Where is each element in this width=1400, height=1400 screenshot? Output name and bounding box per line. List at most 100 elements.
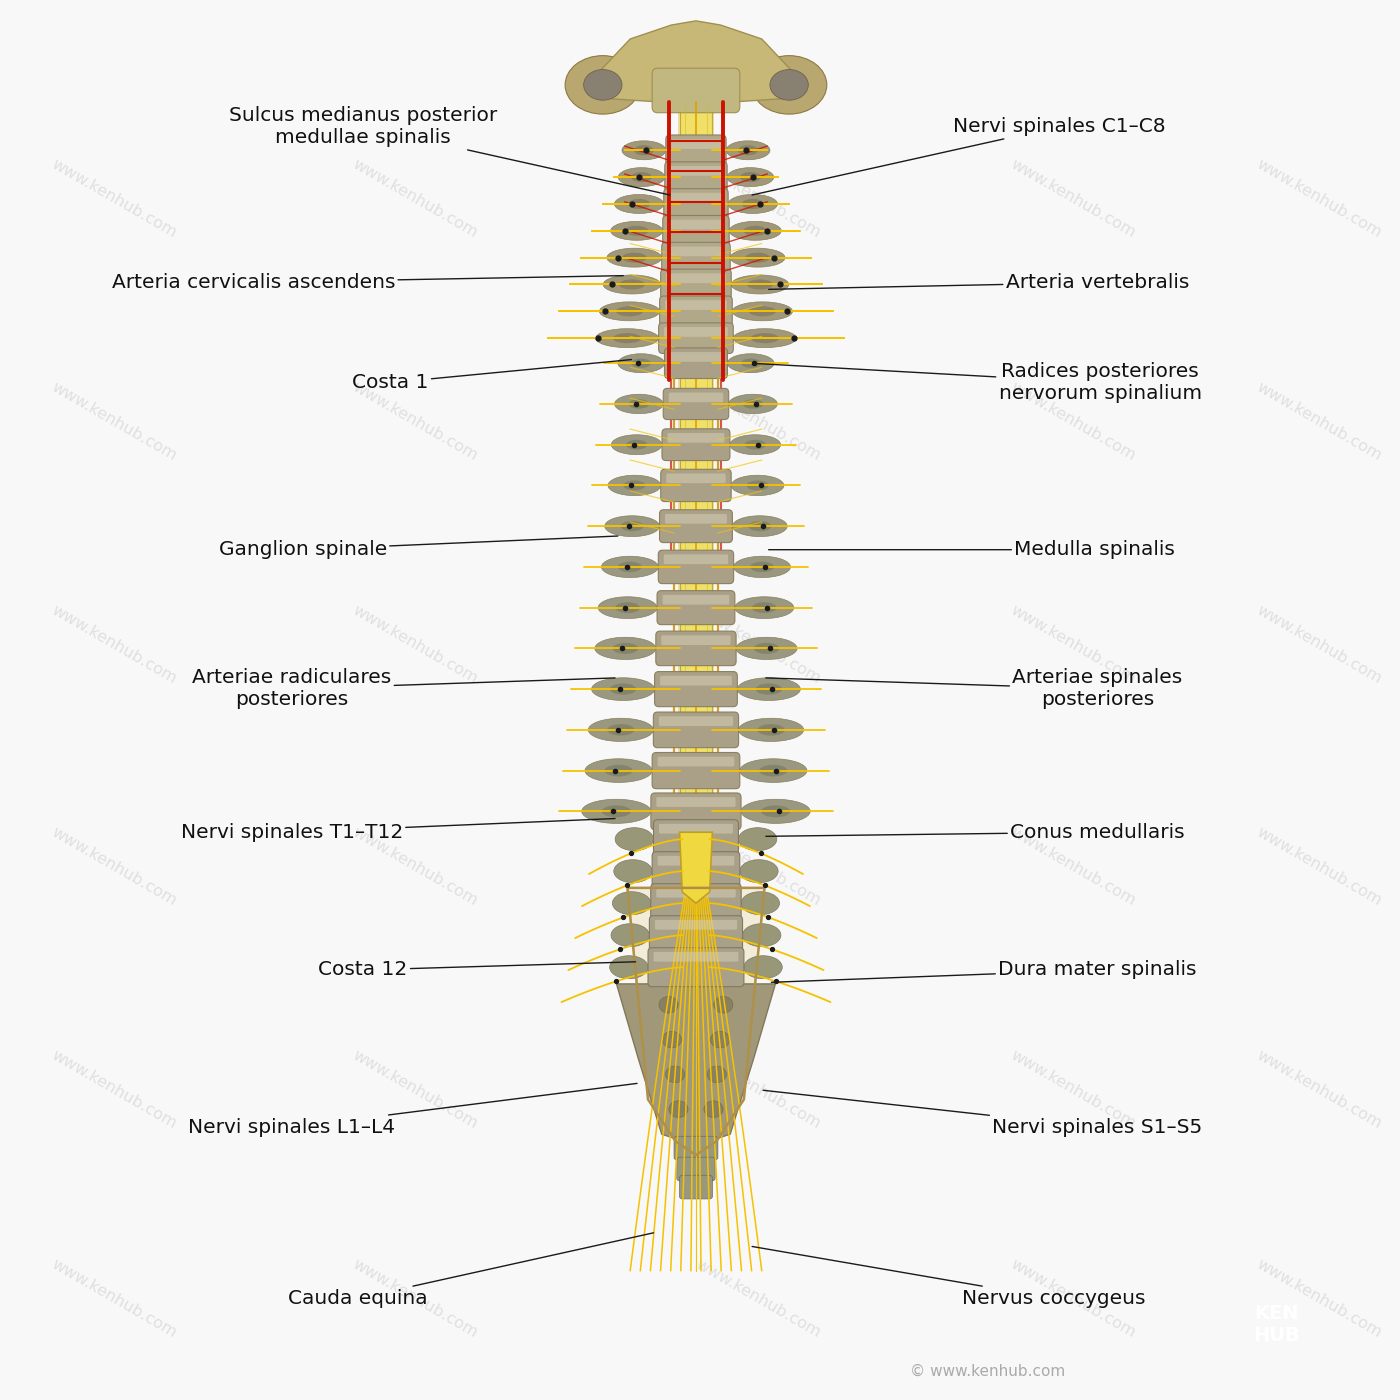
FancyBboxPatch shape — [671, 139, 721, 148]
Text: Arteriae spinales
posteriores: Arteriae spinales posteriores — [766, 668, 1183, 710]
Ellipse shape — [669, 1100, 687, 1117]
Text: www.kenhub.com: www.kenhub.com — [1254, 1047, 1385, 1131]
Text: www.kenhub.com: www.kenhub.com — [693, 1047, 823, 1131]
Ellipse shape — [739, 759, 806, 783]
Text: www.kenhub.com: www.kenhub.com — [1254, 157, 1385, 241]
Ellipse shape — [592, 678, 655, 700]
Ellipse shape — [762, 805, 790, 818]
Text: www.kenhub.com: www.kenhub.com — [693, 379, 823, 463]
Polygon shape — [627, 888, 764, 1155]
Ellipse shape — [745, 252, 770, 263]
FancyBboxPatch shape — [668, 433, 724, 442]
FancyBboxPatch shape — [654, 713, 739, 748]
Text: Sulcus medianus posterior
medullae spinalis: Sulcus medianus posterior medullae spina… — [230, 106, 671, 195]
FancyBboxPatch shape — [669, 392, 724, 402]
Text: Nervi spinales C1–C8: Nervi spinales C1–C8 — [752, 118, 1165, 195]
Text: www.kenhub.com: www.kenhub.com — [693, 157, 823, 241]
Text: www.kenhub.com: www.kenhub.com — [1254, 379, 1385, 463]
Ellipse shape — [615, 395, 664, 413]
FancyBboxPatch shape — [665, 162, 727, 192]
Ellipse shape — [610, 683, 637, 694]
Ellipse shape — [615, 602, 640, 613]
Ellipse shape — [753, 643, 780, 654]
Ellipse shape — [588, 718, 654, 742]
Text: www.kenhub.com: www.kenhub.com — [49, 379, 179, 463]
Ellipse shape — [599, 302, 659, 321]
Ellipse shape — [634, 146, 654, 155]
Ellipse shape — [745, 440, 766, 449]
Text: Nervi spinales L1–L4: Nervi spinales L1–L4 — [188, 1084, 637, 1137]
Ellipse shape — [741, 892, 780, 914]
Text: Medulla spinalis: Medulla spinalis — [769, 540, 1175, 559]
Ellipse shape — [619, 280, 645, 290]
Ellipse shape — [595, 329, 658, 347]
Text: Costa 1: Costa 1 — [353, 360, 631, 392]
FancyBboxPatch shape — [650, 916, 742, 955]
Ellipse shape — [741, 358, 760, 368]
Ellipse shape — [610, 221, 662, 241]
FancyBboxPatch shape — [662, 428, 729, 461]
FancyBboxPatch shape — [654, 819, 738, 858]
Ellipse shape — [612, 435, 662, 455]
FancyBboxPatch shape — [648, 948, 743, 987]
FancyBboxPatch shape — [666, 473, 725, 483]
FancyBboxPatch shape — [657, 888, 735, 897]
Text: Arteria vertebralis: Arteria vertebralis — [769, 273, 1189, 293]
Ellipse shape — [734, 329, 797, 347]
Text: www.kenhub.com: www.kenhub.com — [1008, 602, 1138, 686]
Ellipse shape — [616, 307, 643, 316]
Text: www.kenhub.com: www.kenhub.com — [1008, 1256, 1138, 1340]
FancyBboxPatch shape — [657, 797, 735, 806]
Ellipse shape — [729, 221, 781, 241]
Ellipse shape — [770, 70, 808, 101]
Ellipse shape — [752, 56, 827, 115]
FancyBboxPatch shape — [664, 328, 728, 337]
Text: Radices posteriores
nervorum spinalium: Radices posteriores nervorum spinalium — [756, 363, 1201, 403]
Text: Dura mater spinalis: Dura mater spinalis — [771, 960, 1197, 983]
FancyBboxPatch shape — [652, 851, 739, 890]
Ellipse shape — [617, 561, 641, 573]
Text: © www.kenhub.com: © www.kenhub.com — [910, 1364, 1065, 1379]
Text: Nervi spinales S1–S5: Nervi spinales S1–S5 — [763, 1091, 1203, 1137]
Ellipse shape — [612, 892, 651, 914]
Text: Nervus coccygeus: Nervus coccygeus — [752, 1246, 1145, 1308]
FancyBboxPatch shape — [662, 242, 731, 273]
FancyBboxPatch shape — [662, 216, 729, 246]
FancyBboxPatch shape — [659, 676, 732, 686]
Ellipse shape — [707, 1065, 727, 1082]
Text: www.kenhub.com: www.kenhub.com — [1008, 157, 1138, 241]
FancyBboxPatch shape — [651, 883, 741, 923]
Ellipse shape — [731, 274, 788, 294]
FancyBboxPatch shape — [671, 351, 722, 361]
Text: www.kenhub.com: www.kenhub.com — [350, 157, 480, 241]
Ellipse shape — [710, 1032, 729, 1049]
Ellipse shape — [749, 307, 776, 316]
Ellipse shape — [739, 718, 804, 742]
FancyBboxPatch shape — [652, 753, 739, 788]
FancyBboxPatch shape — [651, 792, 741, 830]
FancyBboxPatch shape — [655, 672, 738, 707]
Ellipse shape — [566, 56, 640, 115]
FancyBboxPatch shape — [664, 189, 728, 220]
Ellipse shape — [619, 168, 665, 186]
Ellipse shape — [742, 199, 764, 209]
FancyBboxPatch shape — [665, 514, 727, 524]
Text: www.kenhub.com: www.kenhub.com — [693, 602, 823, 686]
Text: www.kenhub.com: www.kenhub.com — [1254, 1256, 1385, 1340]
Ellipse shape — [617, 354, 665, 372]
Ellipse shape — [750, 561, 774, 573]
Ellipse shape — [729, 435, 781, 455]
Ellipse shape — [759, 764, 787, 777]
Ellipse shape — [608, 248, 662, 267]
Ellipse shape — [615, 827, 654, 851]
FancyBboxPatch shape — [659, 717, 734, 727]
Ellipse shape — [743, 399, 763, 409]
Text: Costa 12: Costa 12 — [318, 960, 636, 980]
Ellipse shape — [750, 333, 778, 343]
Polygon shape — [598, 21, 795, 105]
Ellipse shape — [732, 515, 787, 536]
Ellipse shape — [728, 354, 774, 372]
Polygon shape — [616, 984, 776, 1145]
Ellipse shape — [741, 172, 760, 182]
Ellipse shape — [609, 956, 648, 979]
